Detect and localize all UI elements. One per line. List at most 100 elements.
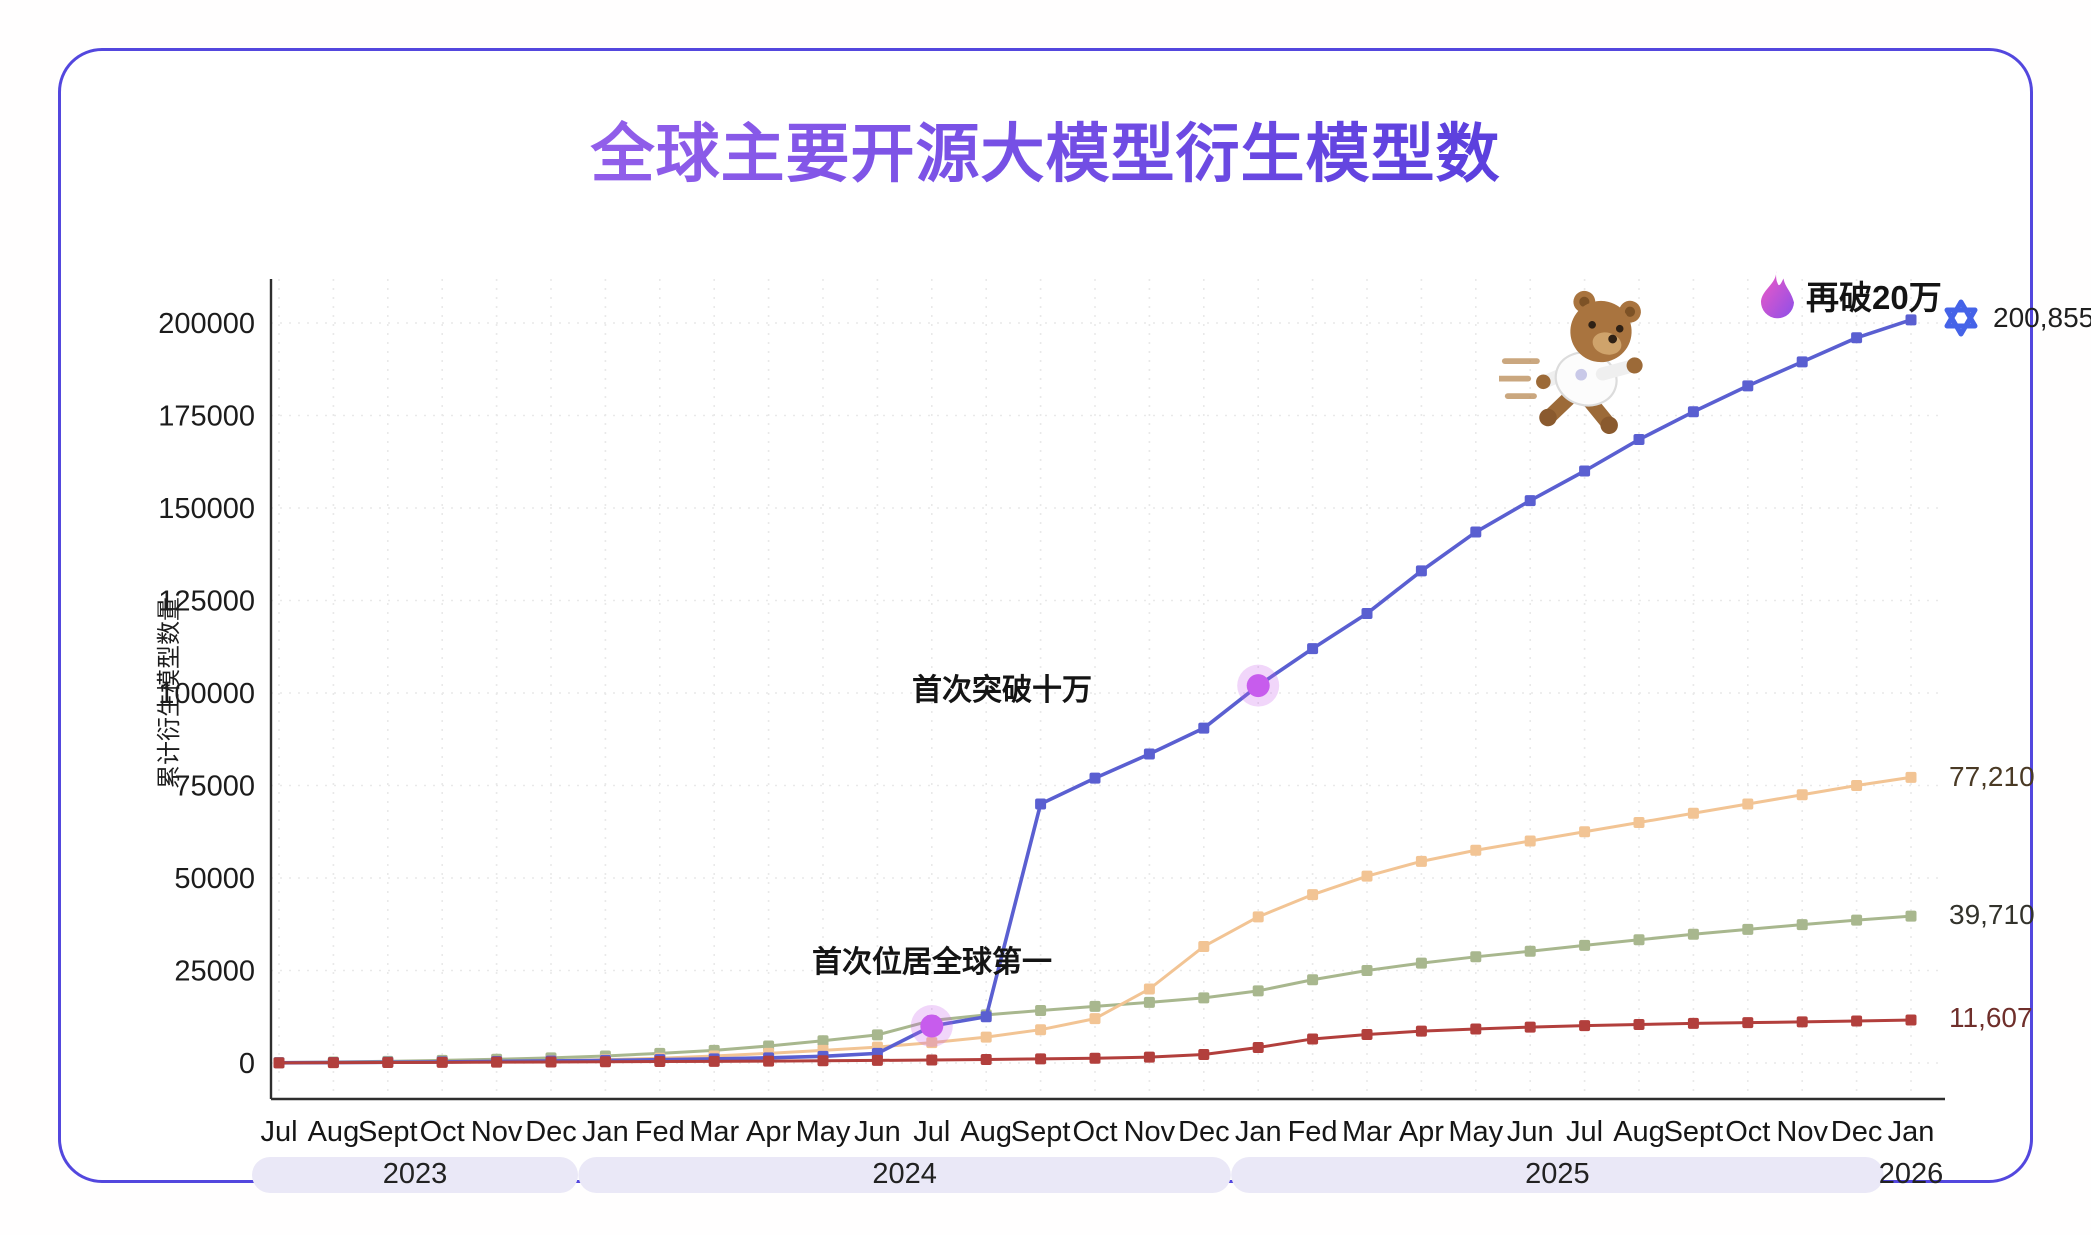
series-point-green	[1796, 919, 1808, 931]
x-tick-label: Aug	[960, 1116, 1012, 1148]
year-band	[578, 1157, 1231, 1193]
series-point-green	[1905, 910, 1917, 922]
series-point-green	[1143, 996, 1155, 1008]
series-point-orange	[1252, 911, 1264, 923]
series-point-green	[1524, 945, 1536, 957]
series-point-green	[1089, 1000, 1101, 1012]
end-value-blue: 200,855	[1993, 302, 2091, 333]
x-tick-label: Nov	[1124, 1116, 1176, 1148]
y-tick-label: 50000	[174, 863, 255, 895]
series-point-red	[817, 1055, 829, 1067]
y-axis-title: 累计衍生模型数量	[156, 597, 183, 789]
series-point-blue	[1687, 406, 1699, 418]
series-point-red	[1252, 1041, 1264, 1053]
series-point-red	[491, 1056, 503, 1068]
y-tick-label: 75000	[174, 771, 255, 803]
series-point-blue	[980, 1011, 992, 1023]
highlight-dot	[920, 1014, 944, 1038]
x-tick-label: Mar	[1342, 1116, 1392, 1148]
x-tick-label: Sept	[358, 1116, 418, 1148]
series-point-red	[599, 1056, 611, 1068]
x-tick-label: Jul	[1566, 1116, 1603, 1148]
series-point-blue	[1742, 380, 1754, 392]
series-point-red	[327, 1057, 339, 1069]
x-tick-label: Apr	[746, 1116, 791, 1148]
series-point-orange	[1089, 1013, 1101, 1025]
x-tick-label: Jan	[1888, 1116, 1935, 1148]
series-point-green	[1687, 928, 1699, 940]
series-point-blue	[1035, 798, 1047, 810]
y-tick-label: 175000	[158, 401, 255, 433]
series-point-red	[1307, 1033, 1319, 1045]
y-tick-label: 25000	[174, 956, 255, 988]
series-point-orange	[980, 1031, 992, 1043]
speed-lines	[1499, 358, 1540, 400]
series-point-red	[980, 1053, 992, 1065]
series-point-red	[1415, 1025, 1427, 1037]
x-tick-label: Fed	[635, 1116, 685, 1148]
year-band	[1231, 1157, 1884, 1193]
end-label-red: 11,607	[1949, 1002, 2033, 1033]
series-point-red	[1633, 1019, 1645, 1031]
x-tick-label: May	[1448, 1116, 1503, 1148]
series-point-red	[382, 1057, 394, 1069]
series-point-red	[1143, 1051, 1155, 1063]
x-tick-label: Nov	[1776, 1116, 1828, 1148]
x-tick-label: Mar	[689, 1116, 739, 1148]
running-bear-mascot-icon	[1499, 290, 1643, 435]
end-label-orange: 77,210	[1949, 761, 2035, 792]
series-point-blue	[1307, 643, 1319, 655]
highlight-dot	[1246, 674, 1270, 698]
series-point-orange	[1143, 983, 1155, 995]
end-label-green: 39,710	[1949, 899, 2035, 930]
x-tick-label: Sept	[1011, 1116, 1071, 1148]
series-point-red	[708, 1055, 720, 1067]
series-point-green	[817, 1035, 829, 1047]
series-point-red	[1089, 1052, 1101, 1064]
series-point-orange	[1742, 798, 1754, 810]
x-tick-label: May	[796, 1116, 851, 1148]
chart-card: 0 25000 50000 75000 100000 125000 150000 175000…	[58, 48, 2091, 1193]
flame-icon	[1760, 271, 1794, 319]
y-tick-label: 0	[239, 1048, 255, 1080]
y-tick-label: 150000	[158, 493, 255, 525]
series-point-red	[926, 1054, 938, 1066]
x-tick-label: Jan	[1235, 1116, 1282, 1148]
chart-title: 全球主要开源大模型衍生模型数	[61, 103, 2030, 195]
series-point-red	[763, 1055, 775, 1067]
series-point-blue	[1905, 314, 1917, 326]
line-chart: 0 25000 50000 75000 100000 125000 150000 175000…	[156, 279, 1945, 1193]
year-band	[252, 1157, 578, 1193]
series-point-blue	[1361, 607, 1373, 619]
year-label: 2023	[383, 1158, 448, 1190]
series-point-green	[1415, 957, 1427, 969]
series-point-green	[1361, 965, 1373, 976]
series-point-orange	[1035, 1024, 1047, 1036]
series-point-red	[545, 1056, 557, 1068]
series-point-orange	[1687, 807, 1699, 819]
annotation-break-200k-label: 再破20万	[1806, 279, 1942, 316]
year-label: 2026	[1879, 1158, 1944, 1190]
x-tick-label: Jul	[260, 1116, 297, 1148]
series-point-green	[1851, 914, 1863, 926]
series-point-orange	[1524, 835, 1536, 847]
series-point-blue	[1524, 495, 1536, 507]
x-tick-label: Dec	[1831, 1116, 1883, 1148]
annotation-break-200k: 再破20万	[1755, 271, 1942, 319]
series-point-blue	[1089, 772, 1101, 784]
series-point-orange	[1796, 789, 1808, 801]
series-point-red	[1198, 1048, 1210, 1060]
series-point-orange	[926, 1037, 938, 1049]
series-point-orange	[1633, 817, 1645, 828]
x-tick-label: Oct	[1725, 1116, 1770, 1148]
series-point-red	[1796, 1016, 1808, 1028]
series-point-orange	[1579, 826, 1591, 838]
x-tick-label: Aug	[1613, 1116, 1665, 1148]
series-point-blue	[1470, 526, 1482, 538]
series-point-blue	[1415, 565, 1427, 577]
series-point-blue	[1579, 465, 1591, 477]
end-label-blue: 200,855	[1941, 298, 2091, 338]
x-tick-label: Aug	[308, 1116, 360, 1148]
series-point-red	[1742, 1017, 1754, 1029]
